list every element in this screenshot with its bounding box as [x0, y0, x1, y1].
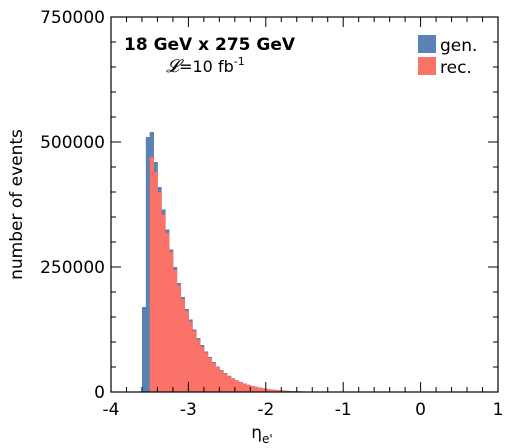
- bar-gen-0: [141, 307, 147, 392]
- bar-rec-24: [234, 380, 240, 392]
- bar-gen-1: [145, 137, 151, 392]
- bar-rec-20: [219, 370, 224, 392]
- bar-rec-25: [238, 382, 243, 392]
- bar-rec-29: [254, 386, 259, 392]
- bar-rec-15: [200, 346, 205, 392]
- bar-rec-35: [277, 390, 282, 392]
- bar-rec-30: [258, 387, 263, 392]
- bar-rec-34: [273, 389, 278, 392]
- bar-rec-21: [223, 373, 228, 392]
- bar-rec-16: [203, 352, 209, 392]
- y-tick-label: 500000: [40, 133, 105, 153]
- x-tick-label: -1: [335, 400, 352, 420]
- x-tick-label: -3: [180, 400, 197, 420]
- x-axis-label-eta: η: [251, 423, 262, 443]
- axis-tick-labels: -4 -3 -2 -1 0 1 0 250000 500000 750000: [40, 8, 503, 420]
- x-tick-label: -2: [257, 400, 274, 420]
- bar-rec-31: [261, 388, 267, 392]
- x-tick-label: -4: [103, 400, 120, 420]
- bar-rec-8: [172, 270, 178, 392]
- bar-rec-26: [242, 383, 247, 392]
- y-tick-label: 250000: [40, 258, 105, 278]
- plot-frame: [110, 16, 499, 393]
- bar-rec-2: [149, 157, 154, 392]
- bar-rec-33: [269, 389, 274, 392]
- x-tick-label: 1: [493, 400, 504, 420]
- y-axis-label: number of events: [7, 129, 27, 280]
- bar-rec-28: [250, 386, 255, 392]
- y-tick-label: 750000: [40, 8, 105, 28]
- legend-swatch-gen: [418, 35, 436, 53]
- x-axis-label-subscript: e': [262, 432, 273, 446]
- luminosity-exponent: -1: [234, 55, 245, 68]
- bar-rec-4: [157, 192, 162, 392]
- series-rec-bars: [149, 157, 383, 393]
- legend-swatch-rec: [418, 57, 436, 75]
- bar-rec-32: [265, 389, 271, 392]
- bar-rec-22: [227, 376, 232, 392]
- bar-rec-36: [281, 390, 286, 392]
- bar-rec-23: [230, 378, 236, 392]
- bar-rec-12: [188, 321, 193, 392]
- x-tick-label: 0: [415, 400, 426, 420]
- energy-annotation: 18 GeV x 275 GeV: [124, 35, 296, 55]
- bar-rec-13: [192, 331, 197, 392]
- bar-rec-11: [184, 311, 189, 392]
- bar-rec-19: [215, 367, 220, 392]
- legend-label-gen: gen.: [440, 36, 477, 56]
- y-tick-label: 0: [94, 383, 105, 403]
- bar-rec-17: [207, 358, 213, 392]
- bar-rec-9: [176, 285, 182, 392]
- luminosity-value: =10 fb: [179, 57, 234, 76]
- bar-rec-7: [169, 252, 174, 392]
- legend-label-rec: rec.: [440, 58, 472, 78]
- bar-rec-3: [153, 172, 158, 392]
- bar-rec-18: [211, 363, 216, 392]
- bar-rec-10: [180, 299, 185, 392]
- axis-ticks: [110, 16, 499, 393]
- x-axis-label: ηe': [251, 423, 272, 446]
- bar-rec-5: [161, 214, 166, 392]
- bar-rec-6: [165, 233, 170, 392]
- bar-rec-27: [246, 384, 251, 392]
- bar-rec-14: [196, 339, 201, 392]
- luminosity-annotation: 𝓛=10 fb-1: [166, 55, 245, 77]
- legend: gen. rec.: [418, 35, 477, 78]
